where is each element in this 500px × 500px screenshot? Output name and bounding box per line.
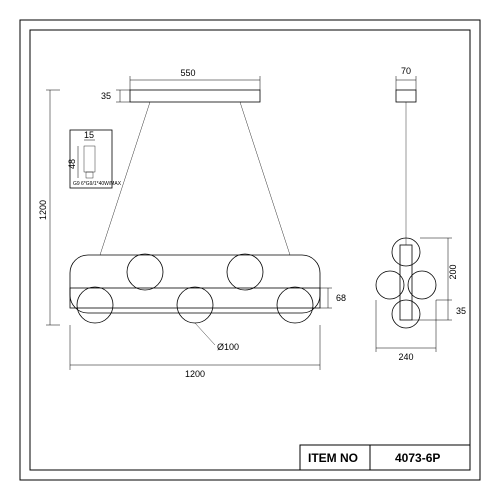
front-globe-bot-2 — [177, 287, 213, 323]
dim-side-bottom: 35 — [456, 306, 466, 316]
drawing-canvas: ITEM NO 4073-6P 550 35 68 Ø100 1200 1200 — [0, 0, 500, 500]
dim-overall-width: 1200 — [185, 369, 205, 379]
front-canopy — [130, 90, 260, 102]
bulb-base — [86, 172, 93, 178]
front-globe-bot-1 — [77, 287, 113, 323]
front-body-outer — [70, 255, 320, 313]
dim-canopy-height: 35 — [101, 91, 111, 101]
bulb-spec: G9 6*G9/1*40W/MAX — [73, 181, 122, 187]
dim-bulb-w: 15 — [84, 130, 94, 140]
front-globe-top-1 — [127, 254, 163, 290]
front-wire-right — [240, 102, 290, 255]
inner-frame — [30, 30, 470, 470]
front-globe-bot-3 — [277, 287, 313, 323]
bulb-body — [84, 146, 95, 172]
titleblock-value: 4073-6P — [395, 451, 440, 465]
dim-side-width: 240 — [398, 352, 413, 362]
dim-bulb-h: 48 — [67, 159, 77, 169]
side-body-bar — [400, 245, 412, 320]
dim-side-canopy-width: 70 — [401, 66, 411, 76]
titleblock-label: ITEM NO — [308, 451, 358, 465]
dim-body-thickness: 68 — [336, 293, 346, 303]
dim-canopy-width: 550 — [180, 68, 195, 78]
side-canopy — [396, 90, 416, 102]
dim-body-height: 200 — [448, 264, 458, 279]
dim-overall-height: 1200 — [38, 200, 48, 220]
dim-globe-diameter: Ø100 — [217, 342, 239, 352]
front-globe-top-2 — [227, 254, 263, 290]
side-globe-4 — [392, 300, 420, 328]
front-wire-left — [100, 102, 150, 255]
front-body-bar — [70, 288, 320, 308]
outer-frame — [20, 20, 480, 480]
